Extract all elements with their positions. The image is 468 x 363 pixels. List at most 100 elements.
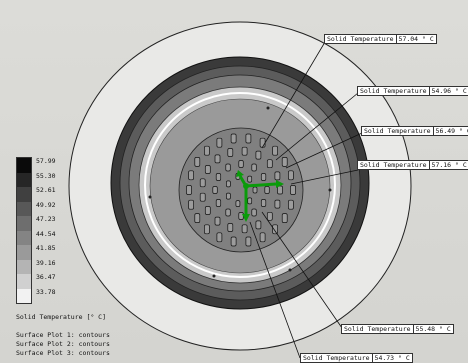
fastener-dot — [328, 188, 332, 192]
probe-value: 57.16 ° C — [431, 161, 467, 169]
plate-hole — [194, 157, 201, 167]
probe-value: 56.49 ° C — [435, 127, 468, 135]
probe-callout-4[interactable]: Solid Temperature 57.16 ° C — [357, 160, 468, 170]
plate-hole — [194, 213, 201, 223]
legend-swatch — [17, 230, 31, 245]
plate-hole — [277, 185, 283, 195]
plate-hole — [245, 236, 252, 247]
plate-hole — [186, 185, 192, 195]
plate-hole — [214, 154, 221, 164]
legend-tick: 47.23 — [36, 215, 56, 223]
legend-swatch — [17, 245, 31, 260]
legend-colorbar — [16, 157, 32, 304]
plate-hole — [247, 197, 253, 205]
legend-swatch — [17, 172, 31, 187]
plate-hole — [188, 199, 194, 210]
legend-swatch — [17, 216, 31, 231]
plate-hole — [204, 165, 211, 174]
plate-hole — [215, 199, 222, 207]
plate-hole — [281, 157, 288, 167]
probe-label: Solid Temperature — [344, 325, 414, 333]
legend-title: Solid Temperature [° C] — [16, 313, 107, 321]
probe-callout-6[interactable]: Solid Temperature 54.73 ° C — [300, 353, 413, 363]
plate-hole — [247, 175, 253, 183]
probe-value: 55.48 ° C — [415, 325, 451, 333]
plate-hole — [255, 150, 262, 160]
plate-hole — [266, 211, 273, 221]
plate-hole — [227, 148, 234, 157]
perforated-plate — [178, 127, 304, 253]
plate-hole — [241, 146, 248, 156]
plate-hole — [264, 186, 270, 194]
plate-hole — [225, 163, 231, 172]
probe-leader-lines — [249, 41, 363, 359]
probe-label: Solid Temperature — [303, 354, 373, 362]
legend-tick: 41.85 — [36, 244, 56, 252]
white-gasket — [144, 92, 336, 278]
fastener-dot — [212, 274, 216, 278]
plate-hole — [204, 145, 210, 156]
legend-tick: 39.16 — [36, 258, 56, 267]
plate-hole — [230, 236, 237, 247]
legend-swatch — [17, 259, 31, 274]
plate-hole — [260, 173, 267, 181]
probe-label: Solid Temperature — [364, 127, 434, 135]
plate-hole — [199, 192, 206, 202]
plate-hole — [225, 208, 231, 217]
legend-swatch — [17, 274, 31, 289]
legend-swatch — [17, 288, 31, 303]
plate-hole — [251, 208, 257, 217]
probe-label: Solid Temperature — [360, 87, 430, 95]
plate-holes — [186, 133, 296, 247]
plate-hole — [260, 199, 267, 207]
plate-hole — [204, 224, 210, 235]
legend-tick: 57.99 — [36, 157, 56, 165]
plate-hole — [252, 186, 258, 194]
probe-label: Solid Temperature — [327, 35, 397, 43]
plate-hole — [188, 170, 194, 181]
plate-hole — [216, 137, 223, 148]
plate-hole — [259, 232, 266, 243]
surface-plot-3: Surface Plot 3: contours — [16, 349, 110, 357]
plate-hole — [290, 185, 296, 195]
probe-callout-3[interactable]: Solid Temperature 56.49 ° C — [361, 126, 468, 136]
legend-tick: 49.92 — [36, 200, 56, 209]
plate-hole — [230, 133, 237, 144]
probe-callout-2[interactable]: Solid Temperature 54.96 ° C — [357, 86, 468, 96]
legend-swatch — [17, 201, 31, 216]
temperature-legend — [16, 157, 32, 304]
plate-hole — [238, 212, 244, 220]
plate-hole — [212, 186, 218, 194]
plate-hole — [281, 213, 288, 223]
legend-tick: 55.30 — [36, 171, 56, 180]
plate-hole — [288, 199, 294, 210]
legend-tick: 52.61 — [36, 186, 56, 194]
legend-tick: 36.47 — [36, 273, 56, 281]
plate-hole — [245, 133, 252, 144]
fastener-dot — [148, 195, 152, 199]
legend-swatch — [17, 187, 31, 202]
plate-hole — [226, 180, 231, 188]
probe-callout-1[interactable]: Solid Temperature 57.04 ° C — [324, 34, 437, 44]
plate-hole — [266, 159, 273, 169]
legend-tick: 33.78 — [36, 287, 56, 296]
fastener-dot — [266, 106, 270, 110]
plate-hole — [227, 223, 234, 232]
axis-triad-icon — [236, 170, 284, 222]
probe-label: Solid Temperature — [360, 161, 430, 169]
legend-swatch — [17, 158, 31, 173]
plate-hole — [288, 170, 294, 181]
surface-plot-2: Surface Plot 2: contours — [16, 340, 110, 348]
fastener-dot — [288, 268, 292, 272]
surface-plot-1: Surface Plot 1: contours — [16, 331, 110, 339]
plate-hole — [259, 137, 266, 148]
plate-hole — [215, 173, 222, 181]
probe-callout-5[interactable]: Solid Temperature 55.48 ° C — [341, 324, 454, 334]
probe-value: 57.04 ° C — [398, 35, 434, 43]
plate-hole — [238, 160, 244, 168]
probe-value: 54.73 ° C — [374, 354, 410, 362]
plate-hole — [272, 224, 278, 235]
plate-hole — [255, 220, 262, 230]
